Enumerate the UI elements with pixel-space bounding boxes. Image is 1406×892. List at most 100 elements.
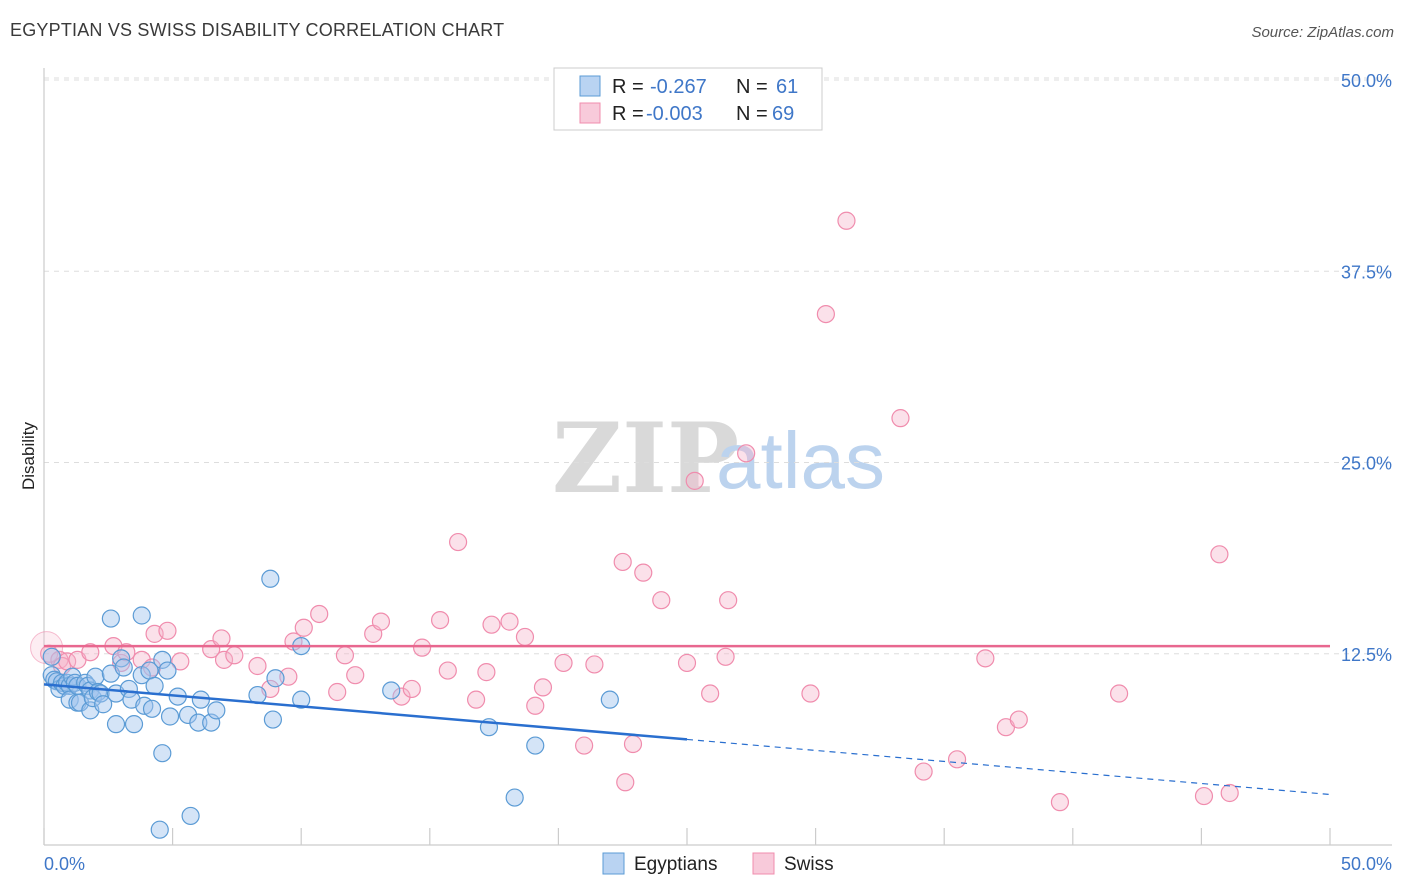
bottom-legend-swatch-egyptians [602,852,625,875]
legend-swatch-swiss [579,102,601,124]
swiss-point [438,661,457,680]
correlation-legend: R = -0.267 N = 61 R = -0.003 N = 69 [553,67,823,131]
swiss-point [477,663,496,682]
swiss-point [891,409,910,428]
swiss-point [214,650,234,669]
egyptians-point [505,788,524,807]
swiss-point [1210,545,1229,564]
swiss-point [1194,786,1214,806]
y-tick-label: 12.5% [1341,645,1392,665]
egyptians-point [132,606,151,625]
x-tick-marks [43,828,1331,845]
y-tick-label: 25.0% [1341,454,1392,474]
swiss-point [533,678,553,697]
swiss-point [466,690,486,709]
egyptians-point [207,701,226,720]
legend-swatch-egyptians [579,75,601,97]
chart-title: EGYPTIAN VS SWISS DISABILITY CORRELATION… [10,20,505,40]
swiss-point [310,604,329,624]
egyptians-point [526,736,545,755]
egyptians-point [600,690,619,709]
source-label: Source: ZipAtlas.com [1251,24,1394,41]
egyptians-point [101,609,120,628]
swiss-point [482,615,501,634]
egyptians-point [42,647,61,666]
swiss-point [294,618,313,637]
egyptians-point [124,715,144,734]
swiss-point [947,750,967,769]
legend-r-label-egyptians: R = [612,76,644,98]
egyptians-point [94,695,113,714]
swiss-point [585,655,604,674]
swiss-point [392,687,411,706]
legend-r-value-swiss: -0.003 [646,103,703,125]
swiss-point [575,736,594,755]
egyptians-trend-line [43,683,688,741]
swiss-point [346,666,365,685]
egyptians-point [106,715,126,734]
swiss-point [515,627,535,647]
egyptians-point [292,690,311,709]
y-tick-label: 50.0% [1341,71,1392,91]
swiss-points [30,211,1239,812]
legend-r-value-egyptians: -0.267 [650,76,707,98]
swiss-point [500,612,519,631]
swiss-point [701,684,720,703]
swiss-point [448,532,468,552]
swiss-point [328,682,347,702]
bottom-legend-egyptians: Egyptians [634,854,717,875]
legend-n-label-swiss: N = [736,103,768,125]
egyptians-point [178,705,198,725]
swiss-point [371,612,391,631]
egyptians-point [181,806,200,826]
swiss-point [716,647,735,666]
swiss-point [737,444,756,463]
egyptians-trend-extension [686,738,1331,796]
swiss-point [81,643,100,662]
swiss-point [634,563,653,582]
watermark-zip: ZIP [552,402,739,515]
egyptians-point [160,707,180,726]
bottom-legend-swatch-swiss [752,852,775,875]
swiss-point [158,621,177,640]
watermark-atlas: atlas [716,416,885,505]
y-axis-label: Disability [19,421,38,490]
swiss-point [616,773,635,792]
egyptians-point [266,669,285,688]
egyptians-point [145,676,164,695]
swiss-point [335,646,355,665]
swiss-point [719,591,738,610]
swiss-point [554,653,573,673]
egyptians-point [142,699,162,718]
egyptians-point [189,713,208,732]
egyptians-point [158,661,177,680]
swiss-point [212,629,231,648]
swiss-point [613,552,632,572]
swiss-point [402,679,421,699]
swiss-point [837,211,856,230]
egyptians-point [263,710,283,729]
swiss-point [248,656,267,676]
legend-n-value-swiss: 69 [772,103,794,125]
y-tick-labels: 12.5% 25.0% 37.5% 50.0% [1341,71,1392,665]
legend-n-value-egyptians: 61 [776,76,798,98]
legend-n-label-egyptians: N = [736,76,768,98]
egyptians-point [86,667,105,686]
swiss-point [801,684,820,703]
swiss-point [816,304,835,324]
swiss-point [526,696,545,715]
egyptians-point [261,569,280,588]
swiss-point [976,649,995,668]
egyptians-point [114,658,133,677]
swiss-point [430,610,450,630]
swiss-point [1109,684,1129,703]
swiss-point [225,646,244,665]
swiss-point [677,653,697,673]
swiss-point [171,652,190,671]
x-tick-label-min: 0.0% [44,854,85,874]
swiss-point [1009,710,1028,729]
egyptians-point [153,650,172,669]
egyptians-point [153,744,172,763]
egyptians-point [191,690,210,709]
